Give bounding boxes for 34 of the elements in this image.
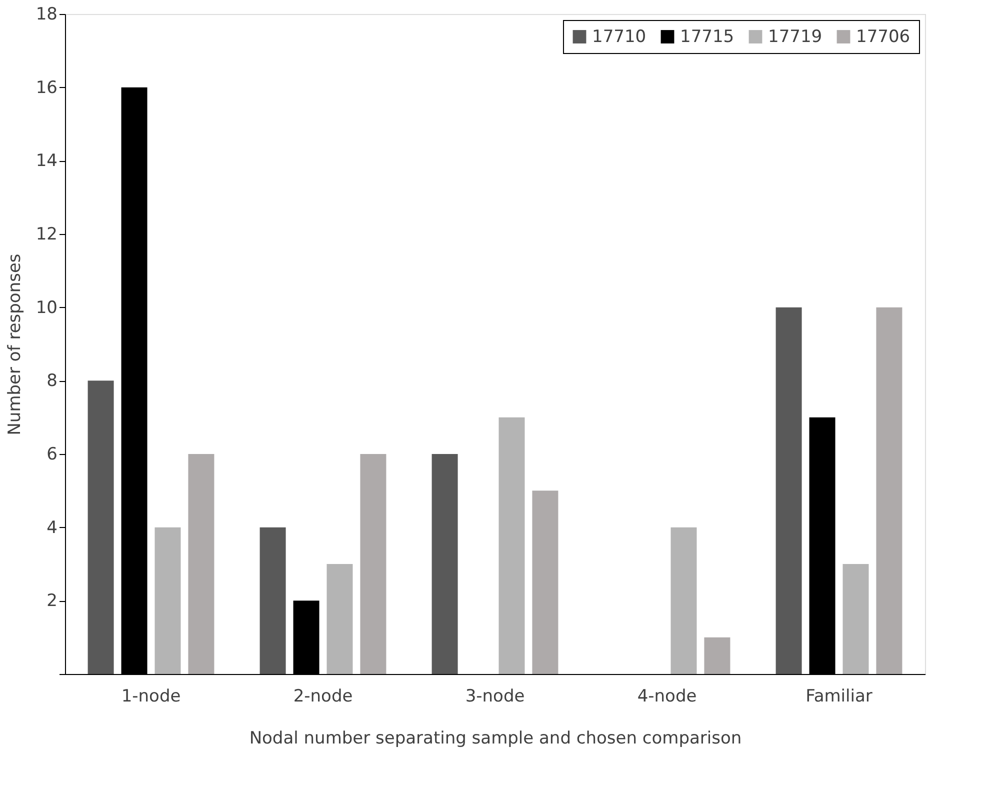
bar [360,454,386,674]
bar [432,454,458,674]
y-tick-label: 6 [46,444,58,464]
x-tick-label: 1-node [121,686,181,706]
bar [842,564,869,674]
x-tick-label: 2-node [293,686,353,706]
y-tick-label: 2 [46,591,58,612]
x-axis-title: Nodal number separating sample and chosen comparison [249,728,742,748]
bar [670,527,697,674]
y-tick-label: 14 [36,151,58,172]
y-tick-label: 18 [36,4,58,24]
y-tick-label: 12 [36,224,58,244]
legend-label: 17715 [680,26,734,47]
y-tick-label: 4 [46,518,58,538]
y-tick-label: 10 [36,298,58,318]
bar [532,490,558,674]
y-tick-label: 8 [46,371,58,392]
legend-label: 17719 [768,26,822,47]
x-tick-label: 3-node [465,686,525,706]
bar [154,527,181,674]
bar [88,380,114,674]
bar [498,417,525,674]
bar [704,637,730,674]
legend-label: 17710 [592,26,646,47]
y-axis-title: Number of responses [4,254,25,436]
bar [876,307,902,674]
bar [326,564,353,674]
x-tick-label: 4-node [637,686,697,706]
bar [188,454,214,674]
bar [260,527,286,674]
x-tick-label: Familiar [806,686,872,706]
legend-label: 17706 [856,26,910,47]
bar [776,307,802,674]
y-tick-label: 16 [36,78,58,98]
